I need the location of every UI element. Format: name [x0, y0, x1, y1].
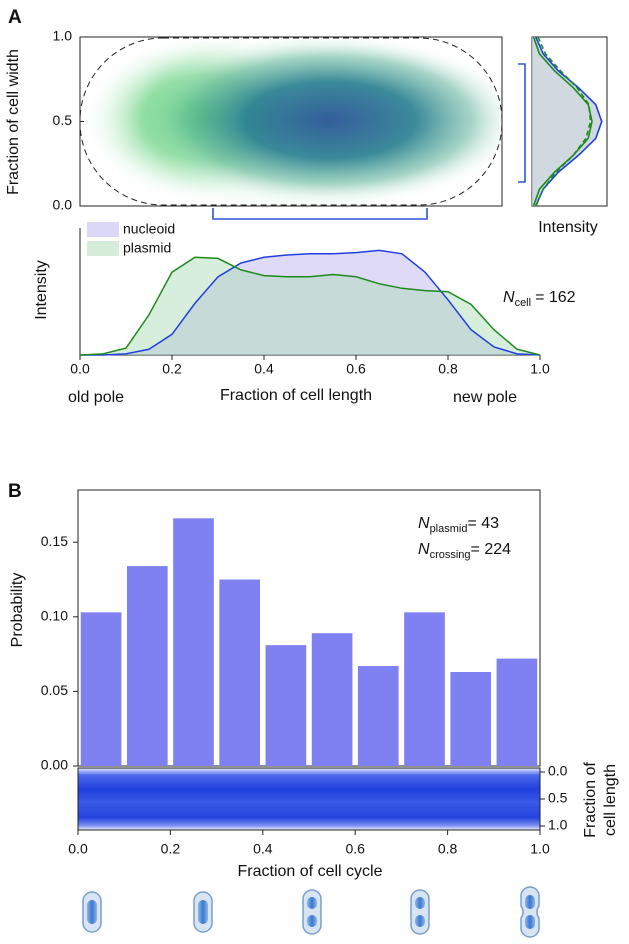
- y-tick-label: 0.0: [548, 763, 568, 779]
- nucleoid-icon: [525, 895, 535, 909]
- y-axis-label: Fraction of cell width: [5, 49, 22, 195]
- nucleoid-icon: [87, 900, 97, 924]
- line: [79, 256, 541, 356]
- x-axis-label: Fraction of cell cycle: [238, 863, 383, 880]
- nucleoid-icon: [415, 915, 425, 927]
- kymograph: [78, 768, 540, 830]
- x-tick-label: 0.0: [68, 841, 88, 857]
- x-tick-label: 0.2: [162, 361, 182, 377]
- line: [80, 249, 541, 356]
- profile-area: [532, 37, 602, 206]
- area: [80, 250, 540, 355]
- n-symbol: N: [503, 289, 515, 306]
- x-tick-label: 0.4: [253, 841, 273, 857]
- x-tick-label: 0.2: [161, 841, 181, 857]
- y-axis-label: Intensity: [33, 260, 50, 320]
- bracket: [212, 208, 428, 220]
- n-annotation: Ncrossing= 224: [418, 541, 511, 561]
- y-axis-label: Fraction of: [582, 762, 599, 838]
- x-tick-label: 0.6: [345, 841, 365, 857]
- x-tick-label: 0.6: [346, 361, 366, 377]
- x-tick-label: 0.0: [70, 361, 90, 377]
- legend-label: nucleoid: [123, 221, 175, 237]
- bar: [496, 658, 538, 766]
- x-tick-label: 0.8: [438, 841, 458, 857]
- y-tick-label: 0.5: [53, 112, 73, 128]
- bar: [265, 645, 307, 766]
- n-symbol: N: [418, 515, 430, 532]
- y-axis-label: cell length: [602, 764, 619, 836]
- legend-label: plasmid: [123, 240, 171, 256]
- y-tick-label: 0.0: [53, 197, 73, 213]
- pole-label: old pole: [68, 389, 124, 406]
- pole-label: new pole: [453, 389, 517, 406]
- y-tick-label: 1.0: [548, 817, 568, 833]
- legend-swatch: [87, 241, 119, 256]
- nucleoid-icon: [415, 897, 425, 909]
- frame: [77, 489, 541, 767]
- bar: [126, 566, 168, 766]
- bar: [357, 666, 399, 766]
- nucleoid-icon: [525, 915, 535, 929]
- x-axis-label: Fraction of cell length: [220, 387, 372, 404]
- legend-swatch: [87, 222, 119, 237]
- bar: [173, 518, 214, 766]
- bracket: [518, 63, 526, 183]
- y-tick-label: 0.05: [41, 682, 68, 698]
- y-tick-label: 1.0: [53, 28, 73, 44]
- bar: [311, 633, 353, 766]
- n-subscript: crossing: [430, 549, 471, 561]
- n-subscript: cell: [515, 297, 532, 309]
- bar: [80, 612, 122, 766]
- bar: [219, 579, 261, 766]
- profile-line: [532, 36, 593, 207]
- nucleoid-icon: [307, 897, 317, 909]
- profile-line: [535, 36, 603, 207]
- nucleoid-icon: [198, 900, 208, 924]
- y-tick-label: 0.5: [548, 790, 568, 806]
- n-subscript: plasmid: [430, 523, 468, 535]
- panel-label: B: [8, 481, 22, 502]
- n-value: = 43: [467, 515, 499, 532]
- panel-label: A: [8, 7, 22, 28]
- cell-icon: [520, 886, 540, 938]
- profile-line: [535, 36, 592, 207]
- n-annotation: Ncell = 162: [503, 289, 576, 309]
- n-value: = 224: [471, 541, 512, 558]
- y-axis-label: Probability: [9, 573, 26, 648]
- x-axis-label: Intensity: [538, 219, 598, 236]
- area: [80, 257, 540, 355]
- x-tick-label: 0.8: [438, 361, 458, 377]
- bar: [404, 612, 445, 766]
- x-tick-label: 1.0: [530, 361, 550, 377]
- n-annotation: Nplasmid= 43: [418, 515, 499, 535]
- x-tick-label: 0.4: [254, 361, 274, 377]
- bar: [450, 672, 492, 766]
- y-tick-label: 0.00: [41, 757, 68, 773]
- cell-image: [80, 38, 502, 205]
- y-tick-label: 0.10: [41, 608, 68, 624]
- x-tick-label: 1.0: [530, 841, 550, 857]
- y-tick-label: 0.15: [41, 533, 68, 549]
- cell-icon: [302, 889, 322, 935]
- n-value: = 162: [535, 289, 576, 306]
- cell-icon: [410, 889, 430, 935]
- nucleoid-icon: [307, 915, 317, 927]
- n-symbol: N: [418, 541, 430, 558]
